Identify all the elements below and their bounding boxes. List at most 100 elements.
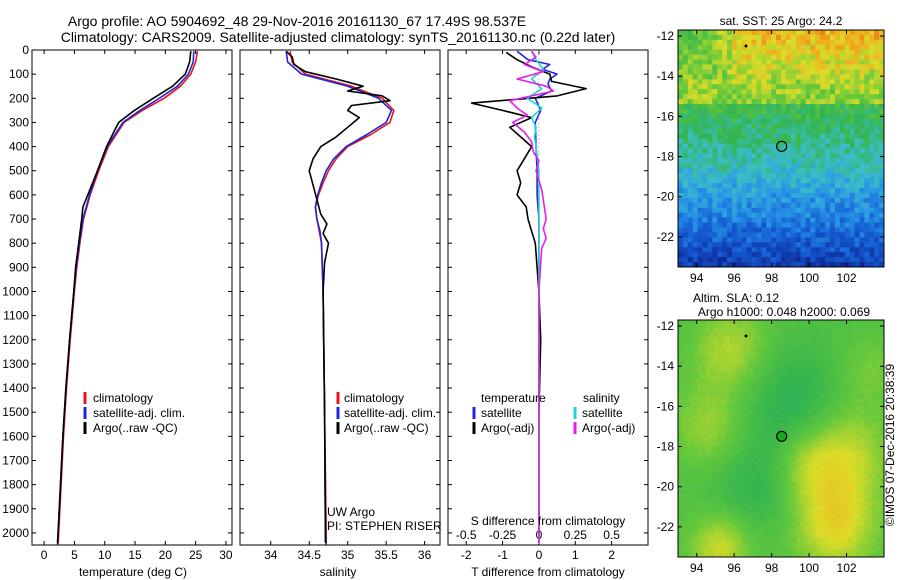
sla-cell [745,462,750,467]
sla-cell [678,391,683,396]
sla-cell [836,462,842,467]
sst-cell [834,104,841,110]
sla-cell [876,458,881,463]
sst-cell [790,192,797,199]
sst-cell [790,123,797,130]
sla-cell [844,406,849,412]
sst-cell [800,163,807,169]
sst-cell [825,237,831,243]
sla-cell [872,323,877,329]
sst-cell [859,34,865,41]
sla-cell [788,509,794,515]
sla-cell [792,410,798,416]
sla-cell [868,485,873,491]
sla-cell [753,343,758,349]
sst-cell [697,54,704,61]
sla-cell [745,422,750,428]
sst-cell [682,109,689,115]
sst-cell [776,237,782,243]
sla-cell [876,379,881,384]
sla-cell [792,493,798,499]
sla-cell [761,343,766,349]
sla-cell [860,446,865,451]
sla-cell [733,418,739,424]
sst-cell [825,94,831,100]
sst-cell [849,212,856,219]
sst-cell [717,113,723,120]
sla-cell [808,379,814,384]
sla-cell [788,375,794,380]
y-tick-label: 400 [9,140,29,154]
sla-cell [769,450,774,455]
sst-cell [834,257,841,263]
sst-cell [722,188,728,194]
sst-cell [771,94,777,100]
sla-cell [781,359,786,365]
sst-cell [722,89,728,95]
sla-cell [757,466,762,471]
y-tick-label: 500 [9,164,29,178]
sla-cell [868,331,873,337]
sst-cell [712,207,718,214]
sst-cell [722,69,728,76]
sla-cell [824,489,830,495]
sla-cell [729,414,735,420]
sst-cell [717,153,723,159]
sst-cell [830,257,836,263]
sla-cell [872,466,877,471]
sla-cell [856,422,861,428]
sst-cell [874,113,880,120]
sla-cell [705,339,711,345]
sla-cell [800,367,806,372]
sla-cell [792,363,798,368]
sla-cell [824,343,830,349]
sst-cell [697,252,704,258]
sla-cell [777,347,782,353]
sst-cell [785,79,792,85]
sst-cell [746,148,753,155]
sla-cell [804,446,810,451]
sst-cell [790,257,797,263]
sla-cell [872,355,877,361]
sla-cell [876,485,881,491]
sst-cell [702,34,709,41]
sst-cell [707,227,713,234]
sst-cell [854,64,861,71]
sla-cell [824,434,830,440]
sla-cell [816,466,822,471]
sla-cell [729,335,735,341]
sst-cell [800,49,807,56]
sst-cell [879,227,884,234]
sst-cell [854,153,861,159]
sla-cell [701,391,707,396]
sst-cell [859,64,865,71]
sla-cell [788,450,794,455]
sla-cell [836,395,842,400]
sst-cell [741,69,748,76]
sla-cell [737,422,742,428]
sla-cell [788,422,794,428]
sla-cell [765,331,770,337]
sst-cell [810,104,816,110]
sst-cell [736,217,743,224]
sst-cell [766,178,772,184]
sla-cell [876,446,881,451]
sla-cell [689,327,695,333]
sst-cell [761,74,767,80]
sla-cell [824,466,830,471]
sst-cell [761,39,767,46]
sst-cell [844,109,851,115]
sst-cell [825,64,831,71]
sla-cell [705,474,711,479]
sst-cell [874,94,880,100]
sst-cell [776,188,782,194]
sla-cell [824,470,830,475]
sst-cell [746,64,753,71]
sla-cell [876,331,881,337]
sla-cell [753,418,758,424]
sst-cell [844,89,851,95]
sla-cell [713,434,719,440]
sst-cell [722,113,728,120]
sst-cell [682,197,689,204]
sst-cell [731,44,738,51]
